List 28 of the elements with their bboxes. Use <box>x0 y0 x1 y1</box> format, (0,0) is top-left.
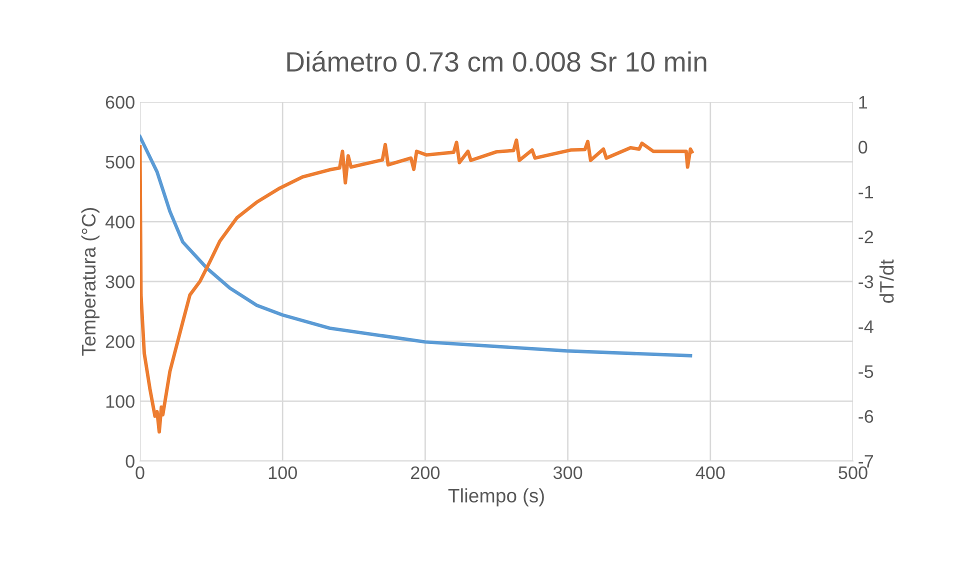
y2-axis-title: dT/dt <box>879 259 894 303</box>
line-series <box>140 134 692 358</box>
y-tick-label: 0 <box>126 454 134 468</box>
x-tick-label: 300 <box>553 466 582 480</box>
y2-tick-label: -7 <box>858 455 874 468</box>
line-series <box>140 138 694 434</box>
y2-tick-label: -5 <box>858 365 874 378</box>
y-tick-label: 200 <box>106 335 134 348</box>
y-axis-title: Temperatura (°C) <box>81 208 100 356</box>
y2-tick-label: -6 <box>858 410 874 423</box>
y2-tick-label: 1 <box>859 96 868 109</box>
y2-tick-label: -4 <box>858 320 874 333</box>
y2-tick-label: -1 <box>858 186 874 198</box>
x-tick-label: 100 <box>268 466 297 480</box>
y-tick-label: 600 <box>106 96 134 109</box>
y-tick-label: 400 <box>105 216 134 228</box>
x-tick-label: 500 <box>838 466 868 480</box>
x-tick-label: 200 <box>411 466 440 480</box>
x-tick-label: 0 <box>136 466 144 480</box>
y-tick-label: 100 <box>106 395 134 408</box>
chart-title: Diámetro 0.73 cm 0.008 Sr 10 min <box>287 50 706 72</box>
x-tick-label: 400 <box>696 466 725 480</box>
y2-tick-label: -3 <box>858 275 874 288</box>
x-axis-title: Tliempo (s) <box>448 488 544 506</box>
y2-tick-label: -2 <box>858 230 874 244</box>
y2-tick-label: 0 <box>858 140 868 154</box>
y-tick-label: 500 <box>106 156 134 169</box>
y-tick-label: 300 <box>106 275 134 288</box>
